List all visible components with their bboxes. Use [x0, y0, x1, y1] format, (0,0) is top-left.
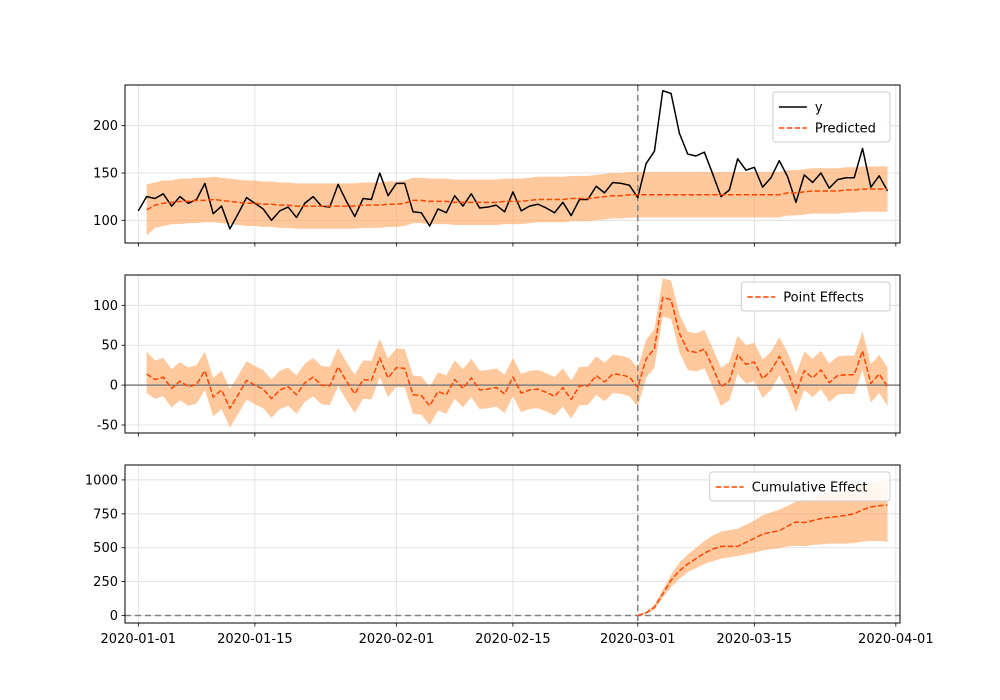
x-tick-label: 2020-02-15: [475, 632, 551, 647]
axes-frame: [124, 274, 901, 434]
legend-box: [740, 281, 891, 312]
legend: Point Effects: [740, 281, 891, 312]
y-tick-label: 50: [101, 339, 118, 354]
panel-cumulative-effect: 0 250 500 750 1000 2020-01-01 2020-01-15 2020-0…: [85, 464, 934, 647]
y-tick-label: 1000: [85, 473, 118, 488]
x-tick-label: 2020-04-01: [858, 632, 934, 647]
legend-box: [772, 91, 891, 143]
confidence-band: [146, 278, 888, 428]
legend: Cumulative Effect: [709, 471, 891, 502]
legend-box: [709, 471, 891, 502]
legend-label: y: [815, 101, 823, 116]
legend: y Predicted: [772, 91, 891, 143]
plot-area: [125, 465, 900, 623]
panel-observed-vs-predicted: 100 150 200 y Predicted: [93, 84, 901, 247]
x-tick-label: 2020-02-01: [359, 632, 435, 647]
series-predicted: [146, 188, 888, 211]
legend-label: Cumulative Effect: [752, 481, 868, 496]
series-point-effects: [146, 296, 889, 410]
y-tick-label: 750: [93, 507, 118, 522]
x-tick-label: 2020-03-15: [717, 632, 793, 647]
axes-frame: [124, 84, 901, 244]
legend-label: Point Effects: [783, 291, 864, 306]
y-tick-label: 500: [93, 541, 118, 556]
plot-area: [125, 275, 900, 433]
y-tick-label: 200: [93, 119, 118, 134]
confidence-band: [637, 480, 888, 617]
plot-area: [137, 85, 889, 243]
y-tick-label: 0: [110, 379, 118, 394]
x-tick-label: 2020-01-01: [101, 632, 177, 647]
y-tick-label: -50: [97, 419, 118, 434]
y-tick-label: 250: [93, 575, 118, 590]
series-y: [137, 89, 889, 230]
panel-point-effects: -50 0 50 100 Point Effects: [93, 274, 901, 437]
x-tick-label: 2020-01-15: [217, 632, 293, 647]
y-tick-label: 100: [93, 214, 118, 229]
legend-label: Predicted: [815, 122, 876, 137]
y-tick-label: 150: [93, 166, 118, 181]
axes-frame: [124, 464, 901, 624]
panels: 100 150 200 y Predicted -50 0 50 100 Point Effect…: [85, 84, 934, 647]
x-tick-label: 2020-03-01: [600, 632, 676, 647]
y-tick-label: 100: [93, 299, 118, 314]
y-tick-label: 0: [110, 609, 118, 624]
